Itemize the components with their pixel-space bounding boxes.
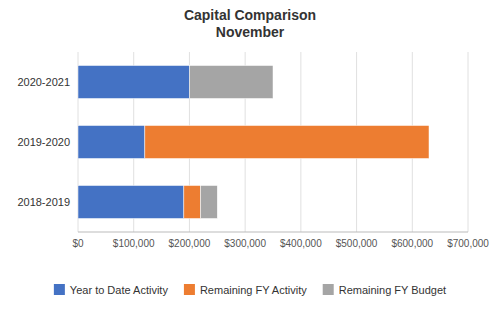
legend-swatch — [323, 284, 334, 295]
bar — [145, 126, 429, 159]
legend-label: Remaining FY Budget — [339, 284, 446, 296]
legend-item: Year to Date Activity — [54, 284, 169, 296]
legend-swatch — [54, 284, 65, 295]
legend-label: Year to Date Activity — [70, 284, 169, 296]
bars — [78, 66, 429, 219]
chart: Capital ComparisonNovember $0 $100,000 $200… — [0, 0, 500, 315]
y-tick-label: 2020-2021 — [17, 76, 70, 88]
legend-swatch — [184, 284, 195, 295]
grid-line — [468, 52, 469, 232]
bar — [78, 186, 184, 219]
x-tick-label: $600,000 — [391, 238, 433, 249]
x-tick-label: $500,000 — [336, 238, 378, 249]
y-axis: 2018-2019 2019-2020 2020-2021 — [17, 76, 70, 208]
legend-item: Remaining FY Budget — [323, 284, 446, 296]
legend: Year to Date Activity Remaining FY Activi… — [54, 284, 446, 296]
x-axis: $0 $100,000 $200,000 $300,000 $400,000 $500,0… — [72, 238, 489, 249]
bar — [184, 186, 201, 219]
x-tick-label: $100,000 — [113, 238, 155, 249]
bar — [189, 66, 273, 99]
grid — [78, 52, 468, 232]
legend-label: Remaining FY Activity — [200, 284, 307, 296]
x-tick-label: $200,000 — [169, 238, 211, 249]
y-tick-label: 2018-2019 — [17, 196, 70, 208]
bar — [429, 126, 430, 159]
x-tick-label: $400,000 — [280, 238, 322, 249]
bar — [78, 126, 145, 159]
x-tick-label: $0 — [72, 238, 84, 249]
bar — [201, 186, 218, 219]
x-tick-label: $300,000 — [224, 238, 266, 249]
title: Capital ComparisonNovember — [184, 7, 316, 40]
x-axis-line — [78, 232, 468, 233]
legend-item: Remaining FY Activity — [184, 284, 307, 296]
bar — [78, 66, 189, 99]
y-tick-label: 2019-2020 — [17, 136, 70, 148]
x-tick-label: $700,000 — [447, 238, 489, 249]
